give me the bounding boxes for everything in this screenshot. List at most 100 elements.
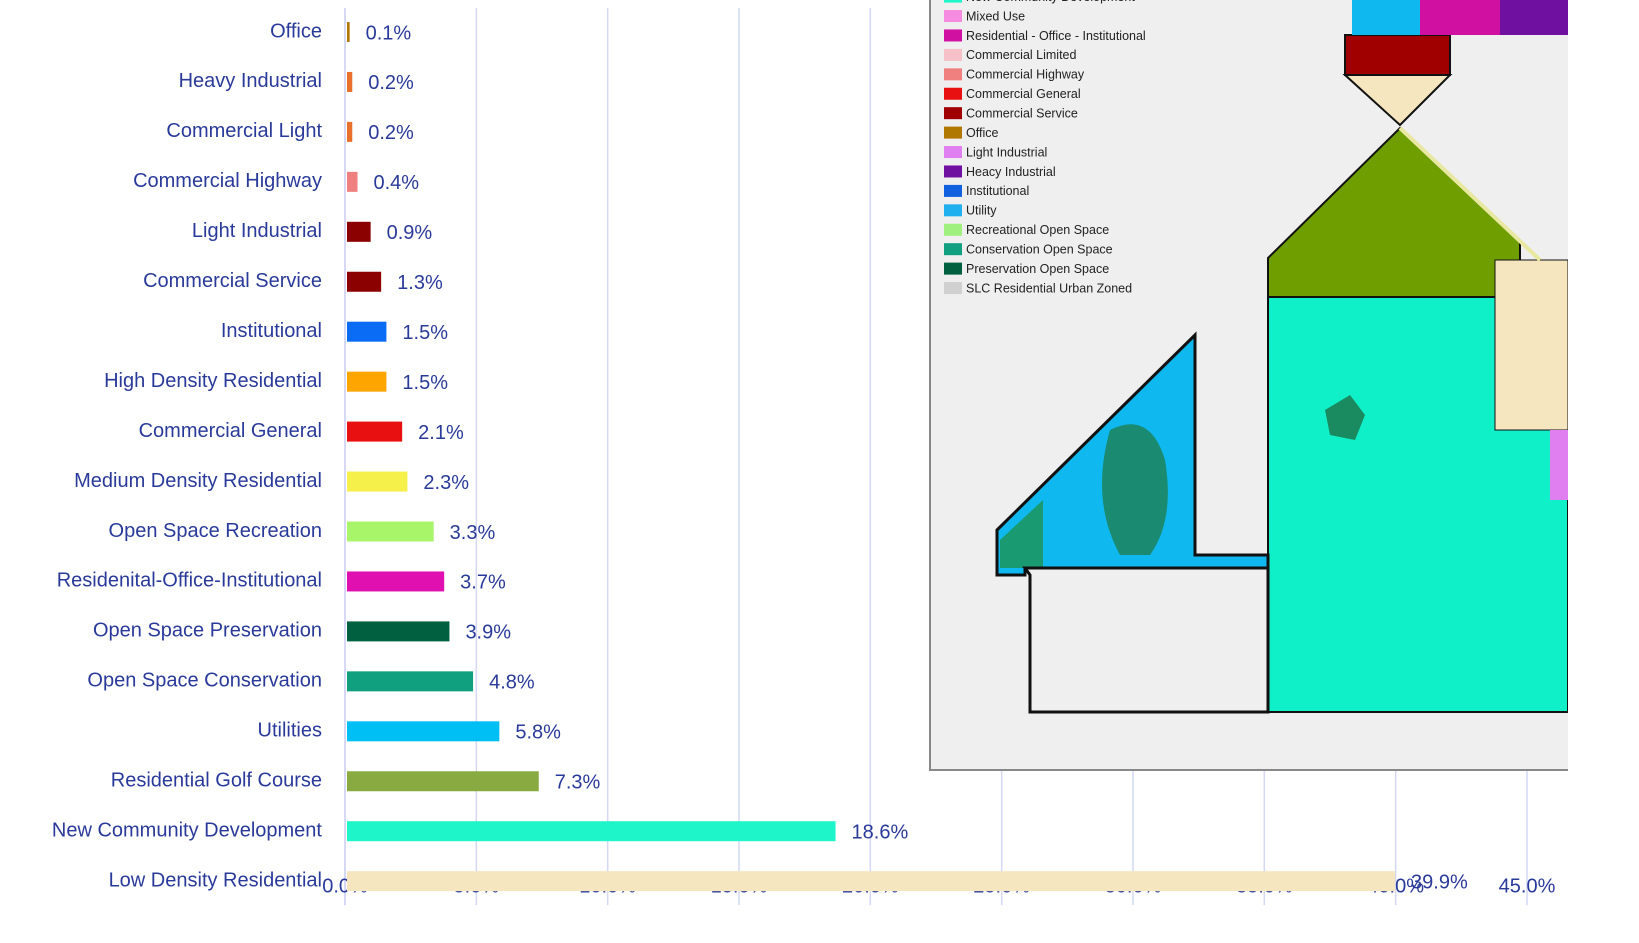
- bar: [347, 771, 539, 792]
- bar: [347, 521, 434, 542]
- value-label: 0.9%: [387, 222, 433, 244]
- legend-swatch: [944, 107, 962, 120]
- legend-label: Utility: [966, 204, 997, 218]
- legend-label: SLC Residential Urban Zoned: [966, 281, 1132, 295]
- bar: [347, 71, 353, 92]
- legend-label: Mixed Use: [966, 9, 1025, 23]
- legend-label: New Community Development: [966, 0, 1135, 4]
- value-label: 0.2%: [368, 122, 414, 144]
- legend-label: Recreational Open Space: [966, 223, 1109, 237]
- map-legend: New Community Development Mixed Use Reside…: [944, 0, 1146, 295]
- bar: [347, 721, 500, 742]
- bar: [347, 171, 358, 192]
- legend-swatch: [944, 126, 962, 139]
- bar: [347, 871, 1396, 892]
- y-tick-label: Utilities: [258, 720, 322, 742]
- legend-label: Commercial Limited: [966, 48, 1076, 62]
- legend-label: Institutional: [966, 184, 1029, 198]
- map-area: [1102, 424, 1168, 555]
- map-area: [1352, 0, 1420, 35]
- value-label: 3.9%: [465, 622, 511, 644]
- y-tick-label: Light Industrial: [192, 220, 322, 242]
- y-tick-label: Commercial Service: [143, 270, 322, 292]
- map-area: [1500, 0, 1568, 35]
- legend-swatch: [944, 29, 962, 42]
- y-tick-label: Low Density Residential: [109, 869, 322, 891]
- value-label: 18.6%: [852, 821, 909, 843]
- y-tick-label: Institutional: [221, 320, 322, 342]
- map-inset: New Community Development Mixed Use Reside…: [929, 0, 1639, 773]
- legend-swatch: [944, 223, 962, 236]
- legend-label: Commercial Highway: [966, 68, 1085, 82]
- y-tick-label: Commercial Highway: [133, 170, 322, 192]
- bar: [347, 571, 445, 592]
- bar: [347, 621, 450, 642]
- legend-swatch: [944, 243, 962, 256]
- y-tick-label: Office: [270, 20, 322, 42]
- legend-swatch: [944, 184, 962, 197]
- y-tick-label: Heavy Industrial: [179, 70, 322, 92]
- legend-swatch: [944, 204, 962, 217]
- y-tick-label: Commercial General: [139, 420, 322, 442]
- y-tick-label: Open Space Preservation: [93, 620, 322, 642]
- value-label: 0.1%: [366, 22, 412, 44]
- map-area: [1325, 395, 1365, 440]
- map-edge: [1568, 0, 1639, 773]
- value-label: 0.4%: [374, 172, 420, 194]
- bar: [347, 321, 387, 342]
- y-tick-label: Open Space Conservation: [87, 670, 322, 692]
- bars: Office 0.1% Heavy Industrial 0.2% Commercial…: [52, 20, 1468, 893]
- map-area: [1494, 259, 1569, 431]
- value-label: 3.3%: [450, 522, 496, 544]
- value-label: 2.3%: [423, 472, 469, 494]
- map-area: [1344, 34, 1451, 76]
- y-tick-label: Residential Golf Course: [111, 770, 322, 792]
- value-label: 5.8%: [515, 722, 561, 744]
- legend-label: Light Industrial: [966, 145, 1047, 159]
- value-label: 2.1%: [418, 422, 464, 444]
- legend-label: Commercial Service: [966, 106, 1078, 120]
- y-tick-label: High Density Residential: [104, 370, 322, 392]
- legend-swatch: [944, 165, 962, 178]
- y-tick-label: Residenital-Office-Institutional: [57, 570, 322, 592]
- y-tick-label: Medium Density Residential: [74, 470, 322, 492]
- value-label: 3.7%: [460, 572, 506, 594]
- value-label: 1.5%: [402, 322, 448, 344]
- legend-swatch: [944, 146, 962, 159]
- map-area: [1342, 74, 1453, 127]
- map-outline: [1022, 566, 1270, 714]
- value-label: 1.5%: [402, 372, 448, 394]
- legend-swatch: [944, 68, 962, 81]
- legend-label: Heacy Industrial: [966, 165, 1056, 179]
- bar: [347, 471, 408, 492]
- legend-swatch: [944, 262, 962, 275]
- y-tick-label: Commercial Light: [166, 120, 322, 142]
- legend-swatch: [944, 0, 962, 3]
- y-tick-label: New Community Development: [52, 819, 323, 841]
- bar: [347, 221, 371, 242]
- value-label: 7.3%: [555, 772, 601, 794]
- bar: [347, 121, 353, 142]
- legend-swatch: [944, 282, 962, 295]
- legend-swatch: [944, 87, 962, 100]
- bar: [347, 821, 836, 842]
- bar: [347, 371, 387, 392]
- bar: [347, 22, 350, 42]
- value-label: 4.8%: [489, 672, 535, 694]
- bar: [347, 271, 382, 292]
- legend-swatch: [944, 48, 962, 61]
- map-road: [1398, 126, 1542, 262]
- value-label: 0.2%: [368, 72, 414, 94]
- legend-label: Residential - Office - Institutional: [966, 29, 1146, 43]
- map-area: [1420, 0, 1500, 35]
- x-tick-label: 45.0%: [1499, 875, 1556, 897]
- bar: [347, 421, 403, 442]
- legend-label: Conservation Open Space: [966, 242, 1113, 256]
- legend-label: Preservation Open Space: [966, 262, 1109, 276]
- legend-label: Office: [966, 126, 998, 140]
- bar: [347, 671, 474, 692]
- legend-swatch: [944, 10, 962, 23]
- map-area: [1550, 430, 1568, 500]
